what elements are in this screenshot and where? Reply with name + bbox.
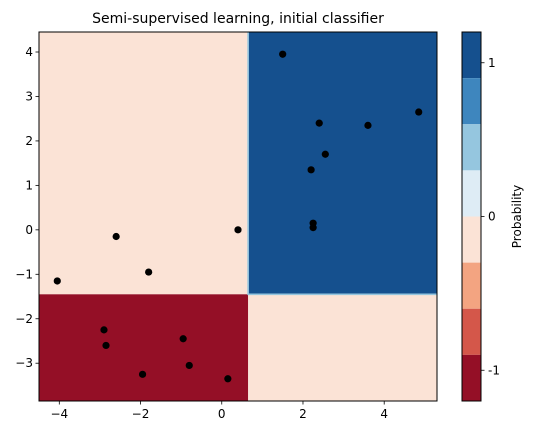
region-1 xyxy=(248,32,437,295)
colorbar-tick-label-2: -1 xyxy=(488,363,500,377)
data-point-17 xyxy=(224,375,232,383)
colorbar-level-3 xyxy=(462,170,481,217)
colorbar-level-0 xyxy=(462,32,481,79)
region-2 xyxy=(39,294,249,401)
y-tick-label-0: −3 xyxy=(15,356,33,370)
data-point-10 xyxy=(145,268,153,276)
y-tick-label-3: 0 xyxy=(25,223,33,237)
colorbar-tick-label-1: 0 xyxy=(488,210,496,224)
region-0 xyxy=(39,32,249,295)
data-point-3 xyxy=(364,121,372,129)
y-tick-label-1: −2 xyxy=(15,312,33,326)
data-point-9 xyxy=(112,232,120,241)
x-tick-label-2: 0 xyxy=(218,407,226,421)
y-tick-label-2: −1 xyxy=(15,267,33,281)
x-tick-label-4: 4 xyxy=(380,407,388,421)
y-tick-label-5: 2 xyxy=(25,134,33,148)
plot-frame xyxy=(38,31,438,402)
data-point-4 xyxy=(321,150,329,158)
y-axis: −3 −2 −1 0 1 2 3 4 xyxy=(15,45,39,370)
boundary-line xyxy=(247,32,437,296)
data-point-14 xyxy=(179,335,187,343)
colorbar-level-2 xyxy=(462,124,481,171)
colorbar-level-7 xyxy=(462,354,481,401)
data-point-13 xyxy=(102,341,110,350)
chart-title: Semi-supervised learning, initial classi… xyxy=(92,11,384,27)
colorbar-label: Probability xyxy=(510,185,524,248)
decision-regions xyxy=(39,32,437,401)
decision-boundary xyxy=(247,32,437,296)
x-tick-label-0: −4 xyxy=(50,407,68,421)
colorbar-level-5 xyxy=(462,262,481,309)
data-point-0 xyxy=(279,50,287,58)
colorbar-axis: 1 0 -1 xyxy=(481,56,500,377)
data-point-12 xyxy=(100,326,108,334)
data-point-16 xyxy=(138,370,147,378)
x-axis: −4 −2 0 2 4 xyxy=(50,401,388,421)
x-tick-label-1: −2 xyxy=(132,407,150,421)
y-tick-label-4: 1 xyxy=(25,178,33,192)
data-point-15 xyxy=(185,361,193,370)
colorbar-level-1 xyxy=(462,78,481,125)
colorbar-tick-label-0: 1 xyxy=(488,56,496,70)
y-tick-label-6: 3 xyxy=(25,89,33,103)
colorbar-level-6 xyxy=(462,308,481,355)
region-3 xyxy=(248,294,437,401)
y-tick-label-7: 4 xyxy=(25,45,33,59)
x-tick-label-3: 2 xyxy=(299,407,307,421)
colorbar xyxy=(461,31,482,402)
data-point-8 xyxy=(234,226,242,234)
data-point-1 xyxy=(415,108,423,116)
data-points xyxy=(53,50,423,383)
colorbar-level-4 xyxy=(462,216,481,263)
data-point-5 xyxy=(307,166,315,174)
data-point-2 xyxy=(315,119,323,127)
data-point-11 xyxy=(53,277,61,285)
data-point-7 xyxy=(309,224,317,232)
